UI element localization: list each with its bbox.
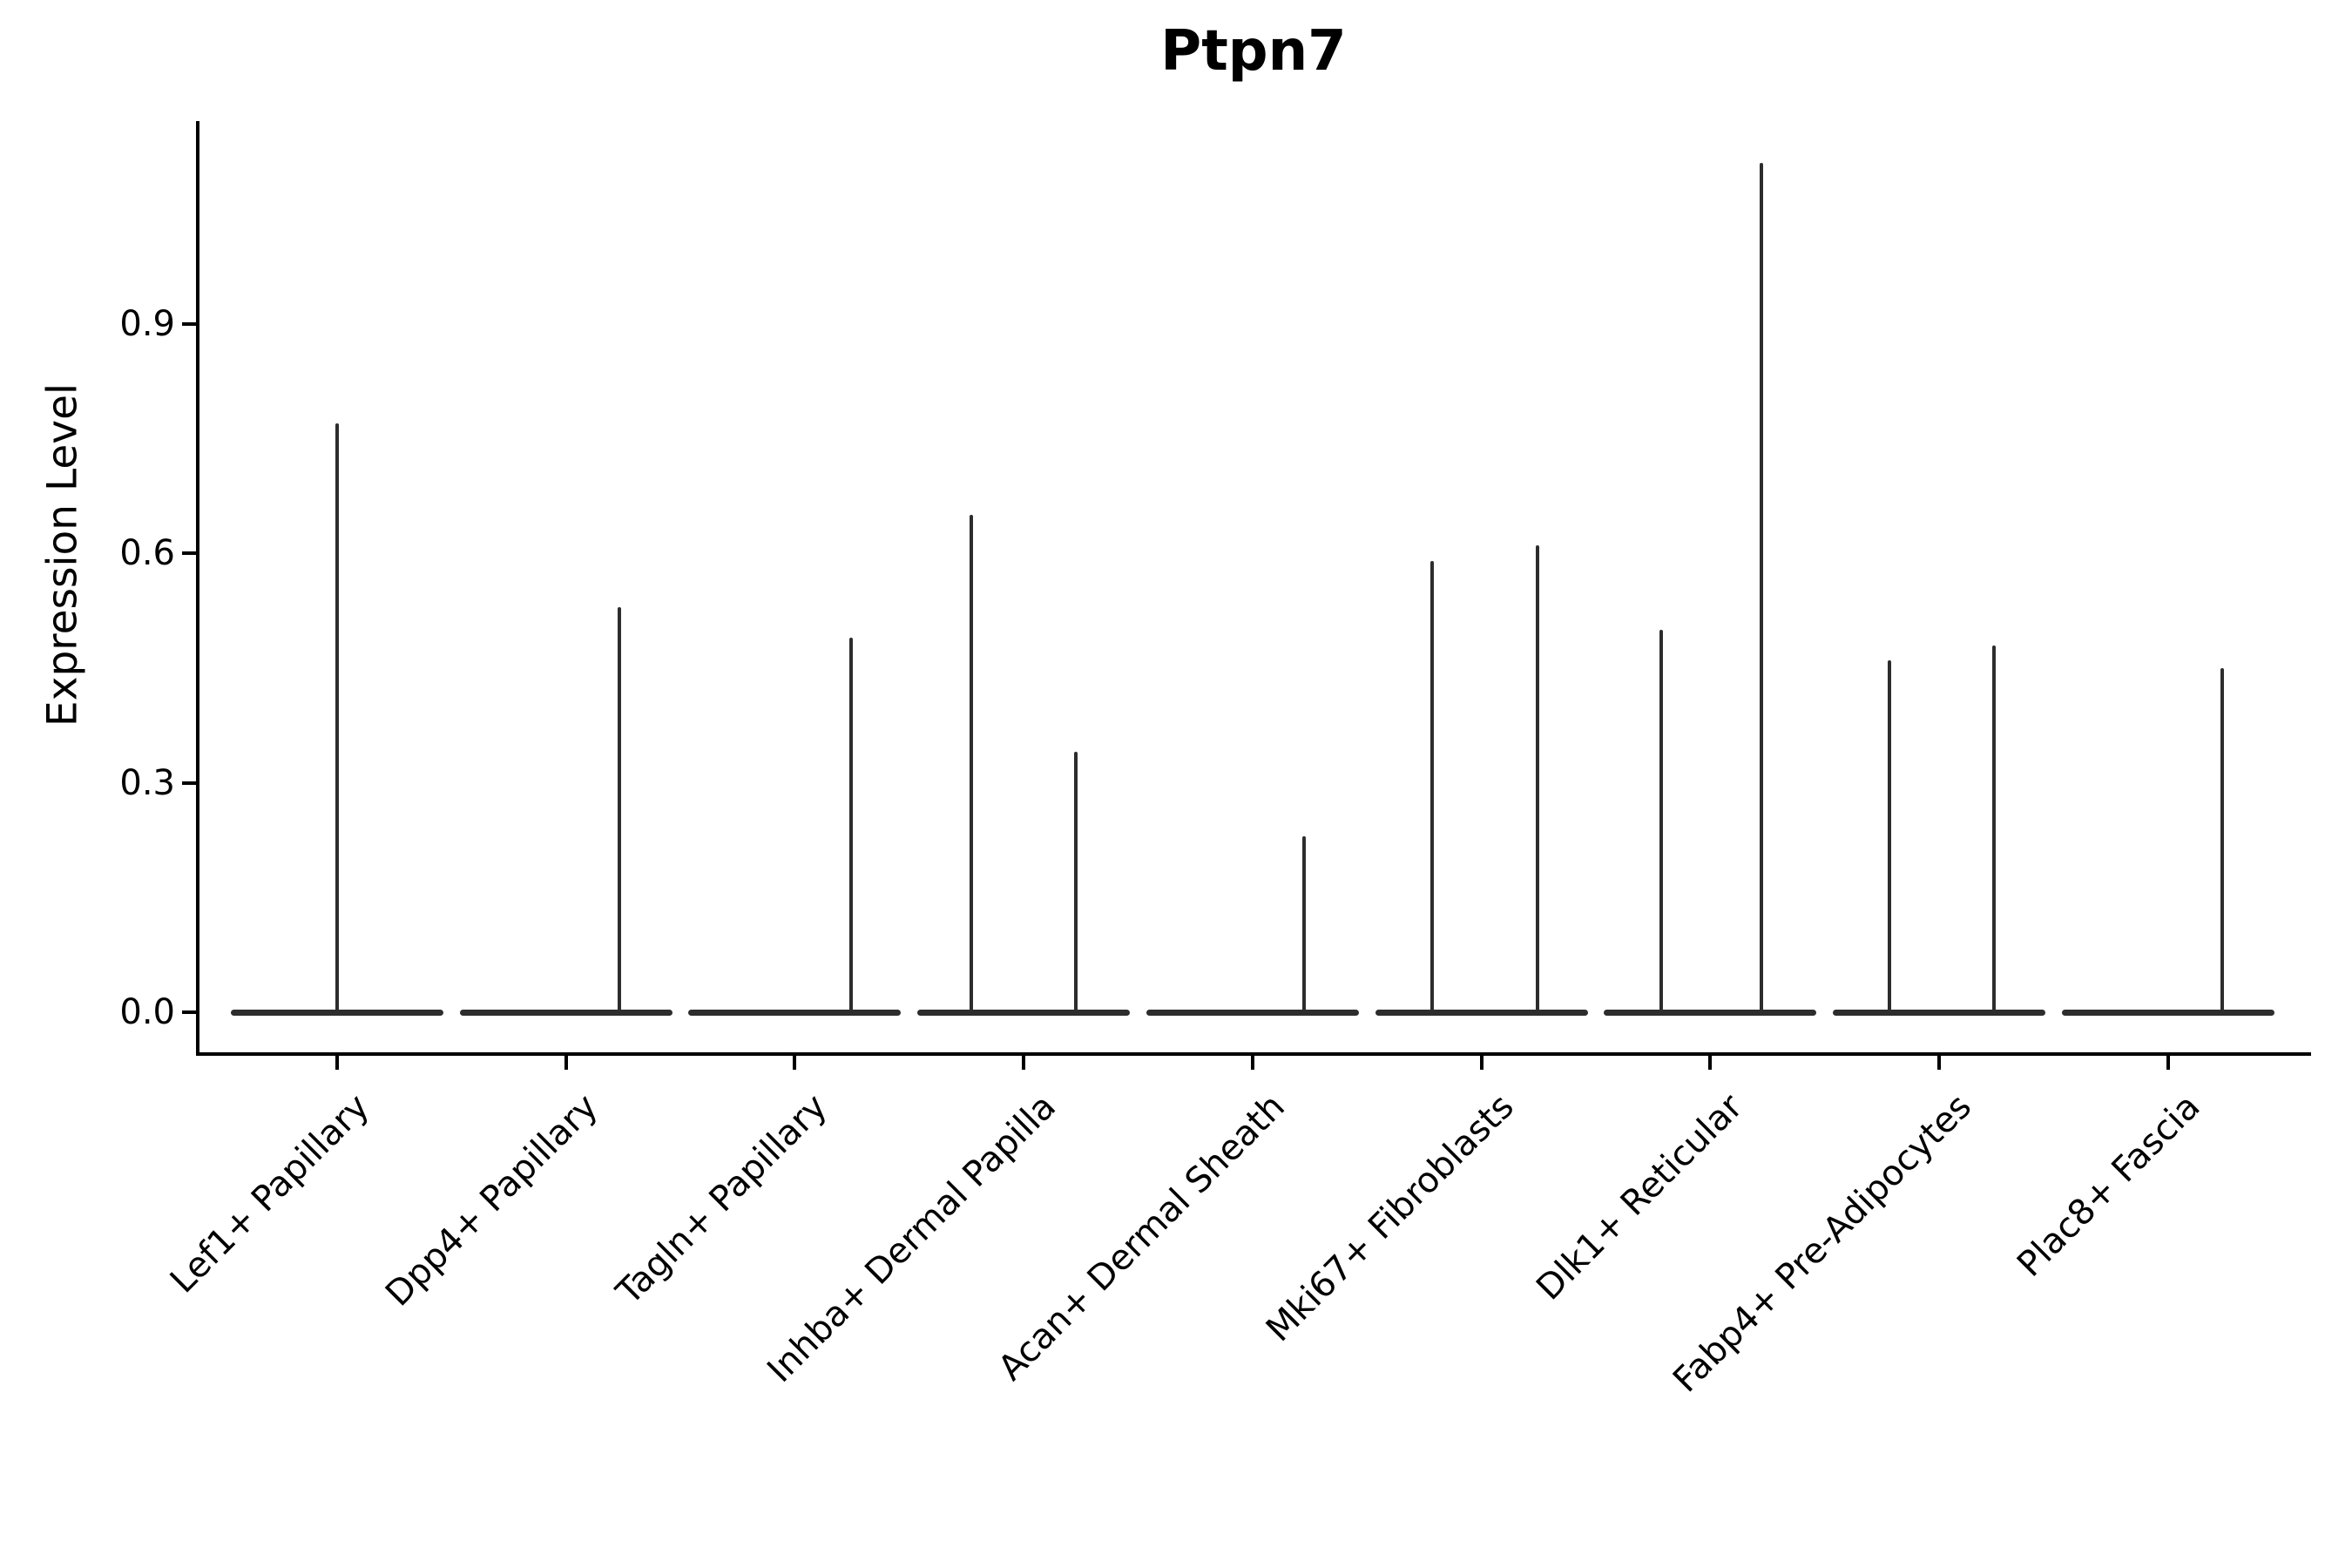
y-axis-tick <box>182 781 196 785</box>
x-axis-tick <box>2166 1056 2170 1070</box>
x-axis-tick <box>564 1056 568 1070</box>
x-tick-label: Tagln+ Papillary <box>608 1086 835 1313</box>
x-axis-tick <box>1022 1056 1026 1070</box>
left-axis-spine <box>196 121 199 1056</box>
violin-spike <box>849 637 854 1015</box>
violin-baseline <box>1375 1009 1588 1016</box>
violin-baseline <box>688 1009 902 1016</box>
violin-spike <box>335 422 339 1015</box>
x-tick-label: Mki67+ Fibroblasts <box>1258 1086 1522 1350</box>
violin-spike <box>1760 163 1764 1015</box>
y-axis-tick <box>182 551 196 556</box>
x-axis-tick <box>335 1056 339 1070</box>
violin-spike <box>2220 667 2224 1015</box>
bottom-axis-spine <box>196 1052 2311 1056</box>
y-axis-tick <box>182 321 196 326</box>
y-axis-label: Expression Level <box>38 382 87 727</box>
x-tick-label: Plac8+ Fascia <box>2009 1086 2208 1285</box>
x-axis-tick <box>1479 1056 1484 1070</box>
y-tick-label: 0.0 <box>119 992 175 1032</box>
violin-baseline <box>2061 1009 2274 1016</box>
violin-spike <box>1659 630 1664 1015</box>
violin-spike <box>1301 836 1306 1015</box>
chart-title: Ptpn7 <box>1160 19 1347 84</box>
violin-baseline <box>1832 1009 2045 1016</box>
violin-spike <box>1074 752 1078 1015</box>
violin-spike <box>1535 545 1539 1015</box>
y-tick-label: 0.3 <box>119 762 175 803</box>
violin-spike <box>970 515 974 1015</box>
x-axis-tick <box>793 1056 797 1070</box>
y-tick-label: 0.9 <box>119 303 175 344</box>
x-axis-tick <box>1250 1056 1254 1070</box>
y-tick-label: 0.6 <box>119 533 175 574</box>
y-axis-tick <box>182 1010 196 1014</box>
violin-spike <box>617 606 621 1015</box>
violin-baseline <box>1146 1009 1359 1016</box>
violin-baseline <box>1604 1009 1817 1016</box>
violin-spike <box>1991 645 1996 1015</box>
x-tick-label: Dpp4+ Papillary <box>378 1086 606 1315</box>
violin-spike <box>1887 660 1891 1015</box>
x-tick-label: Dlk1+ Reticular <box>1528 1086 1751 1308</box>
violin-baseline <box>459 1009 672 1016</box>
x-axis-tick <box>1708 1056 1713 1070</box>
violin-baseline <box>917 1009 1131 1016</box>
x-tick-label: Lef1+ Papillary <box>162 1086 377 1301</box>
x-axis-tick <box>1936 1056 1941 1070</box>
violin-spike <box>1429 560 1434 1015</box>
